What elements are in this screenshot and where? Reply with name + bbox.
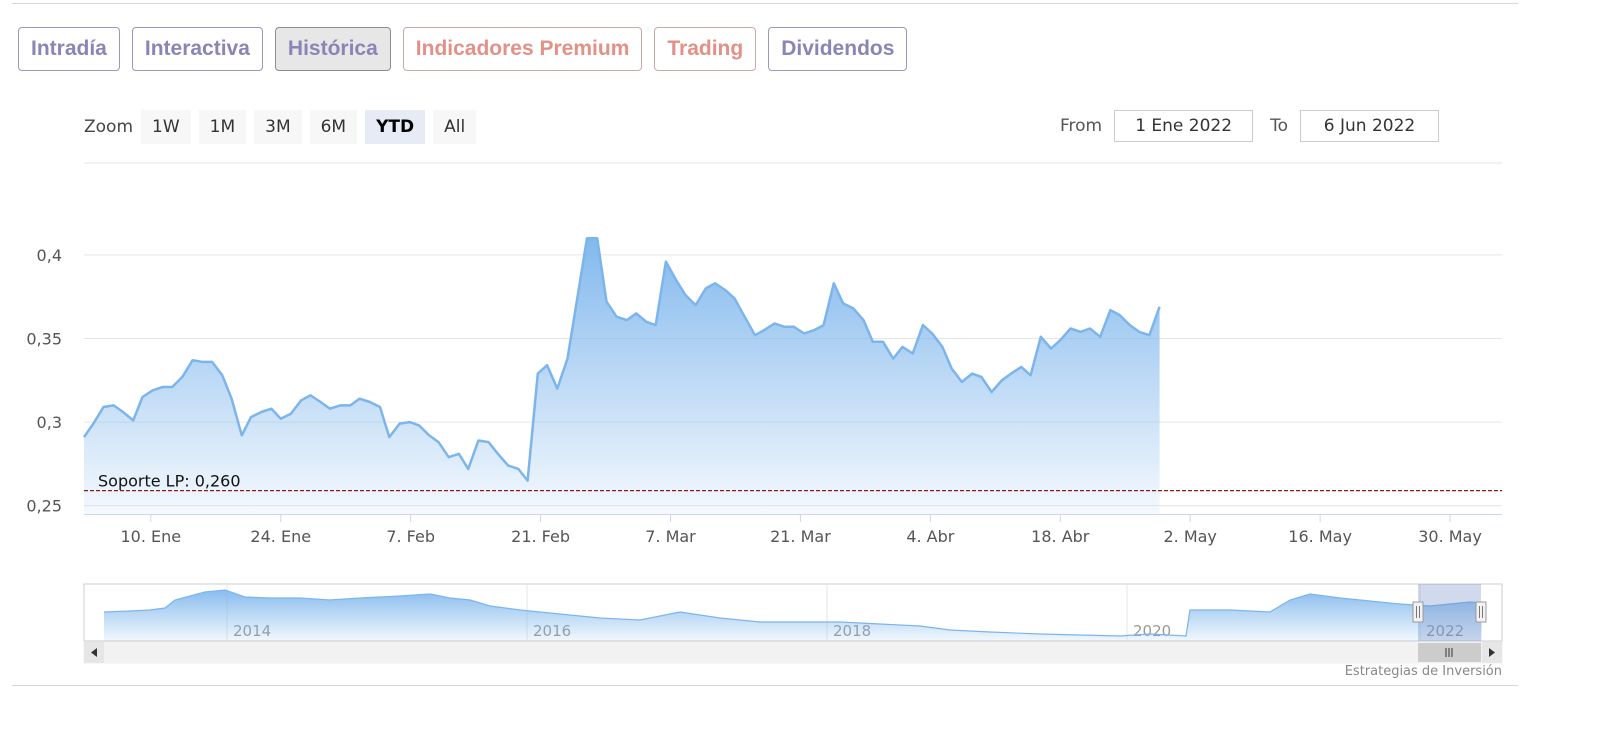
handle-body xyxy=(1475,601,1487,623)
tab-dividendos[interactable]: Dividendos xyxy=(768,27,908,71)
from-label: From xyxy=(1060,116,1103,136)
navigator-selection xyxy=(1418,584,1481,641)
zoom-button-1w[interactable]: 1W xyxy=(141,110,191,144)
x-tick-label: 16. May xyxy=(1288,527,1352,546)
x-tick-label: 21. Feb xyxy=(511,527,570,546)
support-label: Soporte LP: 0,260 xyxy=(98,472,241,491)
chart-tabs: Intradía Interactiva Histórica Indicadores … xyxy=(18,27,908,71)
zoom-button-ytd[interactable]: YTD xyxy=(365,110,426,144)
chart-credit: Estrategias de Inversión xyxy=(1344,664,1502,679)
chevron-left-icon xyxy=(91,648,97,657)
x-tick-label: 7. Mar xyxy=(645,527,696,546)
x-tick-label: 7. Feb xyxy=(386,527,435,546)
x-tick-label: 24. Ene xyxy=(250,527,311,546)
x-tick-label: 21. Mar xyxy=(770,527,831,546)
top-divider xyxy=(12,3,1518,4)
chevron-right-icon xyxy=(1489,648,1495,657)
tab-trading[interactable]: Trading xyxy=(654,27,757,71)
from-date-input[interactable]: 1 Ene 2022 xyxy=(1114,110,1254,142)
bottom-divider xyxy=(12,685,1518,686)
tab-intrad-a[interactable]: Intradía xyxy=(18,27,120,71)
x-tick-label: 4. Abr xyxy=(906,527,954,546)
y-tick-label: 0,4 xyxy=(37,246,62,265)
price-line xyxy=(82,236,1161,482)
navigator-scrollbar xyxy=(83,641,1503,664)
y-tick-label: 0,3 xyxy=(37,413,62,432)
navigator-area xyxy=(104,590,1482,641)
navigator-line xyxy=(103,589,1483,637)
to-label: To xyxy=(1270,116,1289,136)
zoom-selector: Zoom 1W 1M 3M 6M YTD All xyxy=(84,110,477,144)
date-range-selector: From 1 Ene 2022 To 6 Jun 2022 xyxy=(1060,110,1440,142)
scrollbar-right-button[interactable] xyxy=(1482,642,1502,663)
scrollbar-left-button[interactable] xyxy=(84,642,104,663)
x-tick-label: 18. Abr xyxy=(1031,527,1090,546)
scrollbar-track xyxy=(83,641,1503,664)
x-tick-label: 10. Ene xyxy=(121,527,182,546)
tab-hist-rica[interactable]: Histórica xyxy=(274,27,391,71)
x-tick-label: 30. May xyxy=(1418,527,1482,546)
zoom-label: Zoom xyxy=(84,117,134,137)
price-area xyxy=(84,238,1160,514)
navigator-handle-left[interactable] xyxy=(1412,601,1424,623)
zoom-button-1m[interactable]: 1M xyxy=(198,110,247,144)
scrollbar-thumb[interactable] xyxy=(1418,643,1481,662)
handle-body xyxy=(1412,601,1424,623)
tab-interactiva[interactable]: Interactiva xyxy=(131,27,263,71)
y-tick-label: 0,25 xyxy=(26,497,62,516)
navigator-handle-right[interactable] xyxy=(1475,601,1487,623)
zoom-button-6m[interactable]: 6M xyxy=(309,110,358,144)
tab-indicadores-premium[interactable]: Indicadores Premium xyxy=(402,27,643,71)
zoom-button-3m[interactable]: 3M xyxy=(254,110,302,144)
to-date-input[interactable]: 6 Jun 2022 xyxy=(1300,110,1440,142)
x-tick-label: 2. May xyxy=(1163,527,1216,546)
y-tick-label: 0,35 xyxy=(26,330,62,349)
zoom-button-all[interactable]: All xyxy=(433,110,477,144)
